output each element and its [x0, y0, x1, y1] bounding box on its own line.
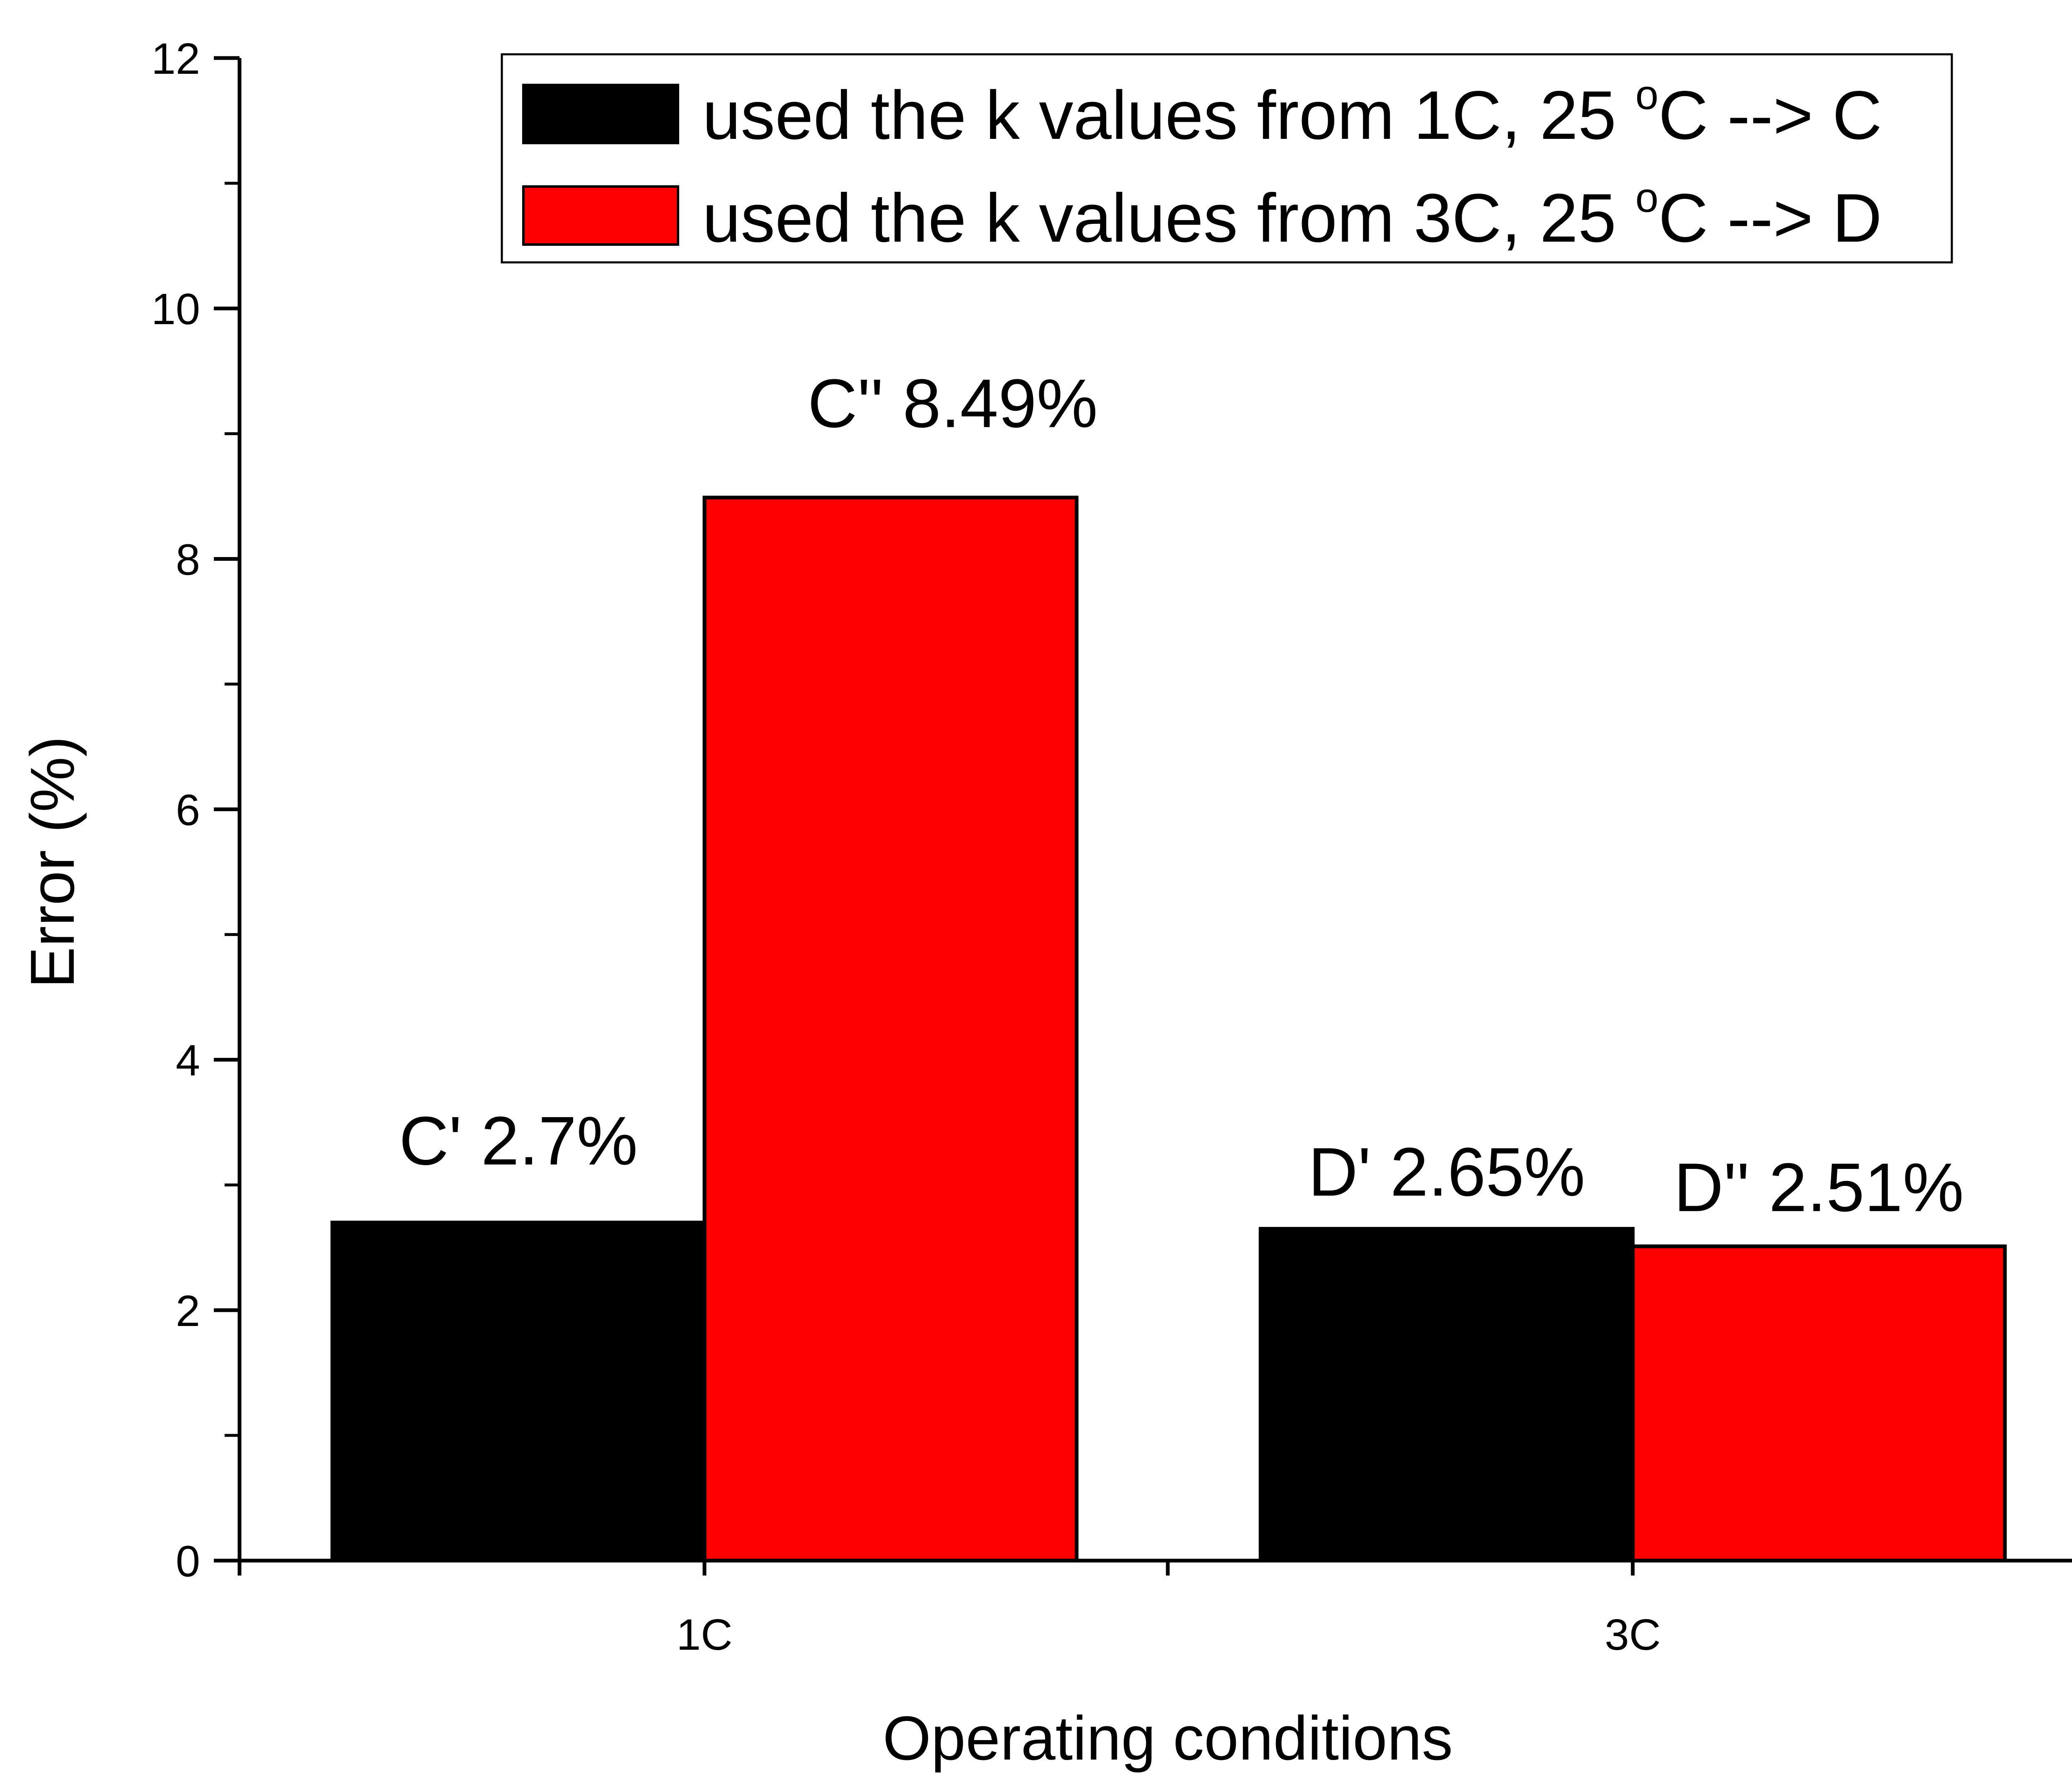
axes: 0 2 4 6 8 10 12 1C 3C — [151, 34, 2072, 1659]
legend-label-series-2-text: used the k values from 3C, 25 — [702, 180, 1635, 257]
data-label-1c-series-2: C'' 8.49% — [808, 365, 1098, 442]
y-tick-label: 10 — [151, 285, 200, 334]
plot-area — [330, 495, 2007, 1563]
data-label-3c-series-1: D' 2.65% — [1308, 1134, 1585, 1210]
legend-label-series-1: used the k values from 1C, 25 oC --> C — [702, 72, 1882, 154]
legend-frame — [501, 53, 1953, 264]
legend-label-series-1-text: used the k values from 1C, 25 — [702, 77, 1635, 154]
legend-label-series-1-unit: C --> C — [1658, 77, 1882, 154]
y-tick-label: 0 — [176, 1537, 200, 1586]
y-tick-label: 2 — [176, 1287, 200, 1336]
data-label-3c-series-2: D'' 2.51% — [1674, 1149, 1964, 1226]
y-axis-title: Error (%) — [17, 736, 87, 988]
legend-label-series-2-unit: C --> D — [1658, 180, 1882, 257]
legend: used the k values from 1C, 25 oC --> C u… — [501, 53, 1953, 264]
legend-label-series-2: used the k values from 3C, 25 oC --> D — [702, 175, 1882, 257]
data-labels: C' 2.7% D' 2.65% C'' 8.49% D'' 2.51% — [399, 365, 1964, 1226]
y-tick-label: 4 — [176, 1036, 200, 1085]
x-axis-title: Operating conditions — [883, 1703, 1453, 1773]
bar-3c-series-2 — [1631, 1244, 2007, 1563]
legend-swatch-series-2 — [522, 185, 679, 246]
data-label-1c-series-1: C' 2.7% — [399, 1103, 638, 1179]
legend-swatch-series-1 — [522, 84, 679, 144]
bar-1c-series-2 — [702, 495, 1079, 1563]
x-tick-label: 1C — [676, 1610, 733, 1659]
legend-label-series-1-sup: o — [1635, 72, 1658, 118]
bar-1c-series-1 — [330, 1220, 707, 1563]
y-tick-label: 8 — [176, 535, 200, 584]
y-tick-label: 6 — [176, 786, 200, 835]
x-tick-label: 3C — [1605, 1610, 1661, 1659]
legend-label-series-2-sup: o — [1635, 175, 1658, 221]
y-tick-label: 12 — [151, 34, 200, 83]
bar-3c-series-1 — [1259, 1227, 1635, 1563]
